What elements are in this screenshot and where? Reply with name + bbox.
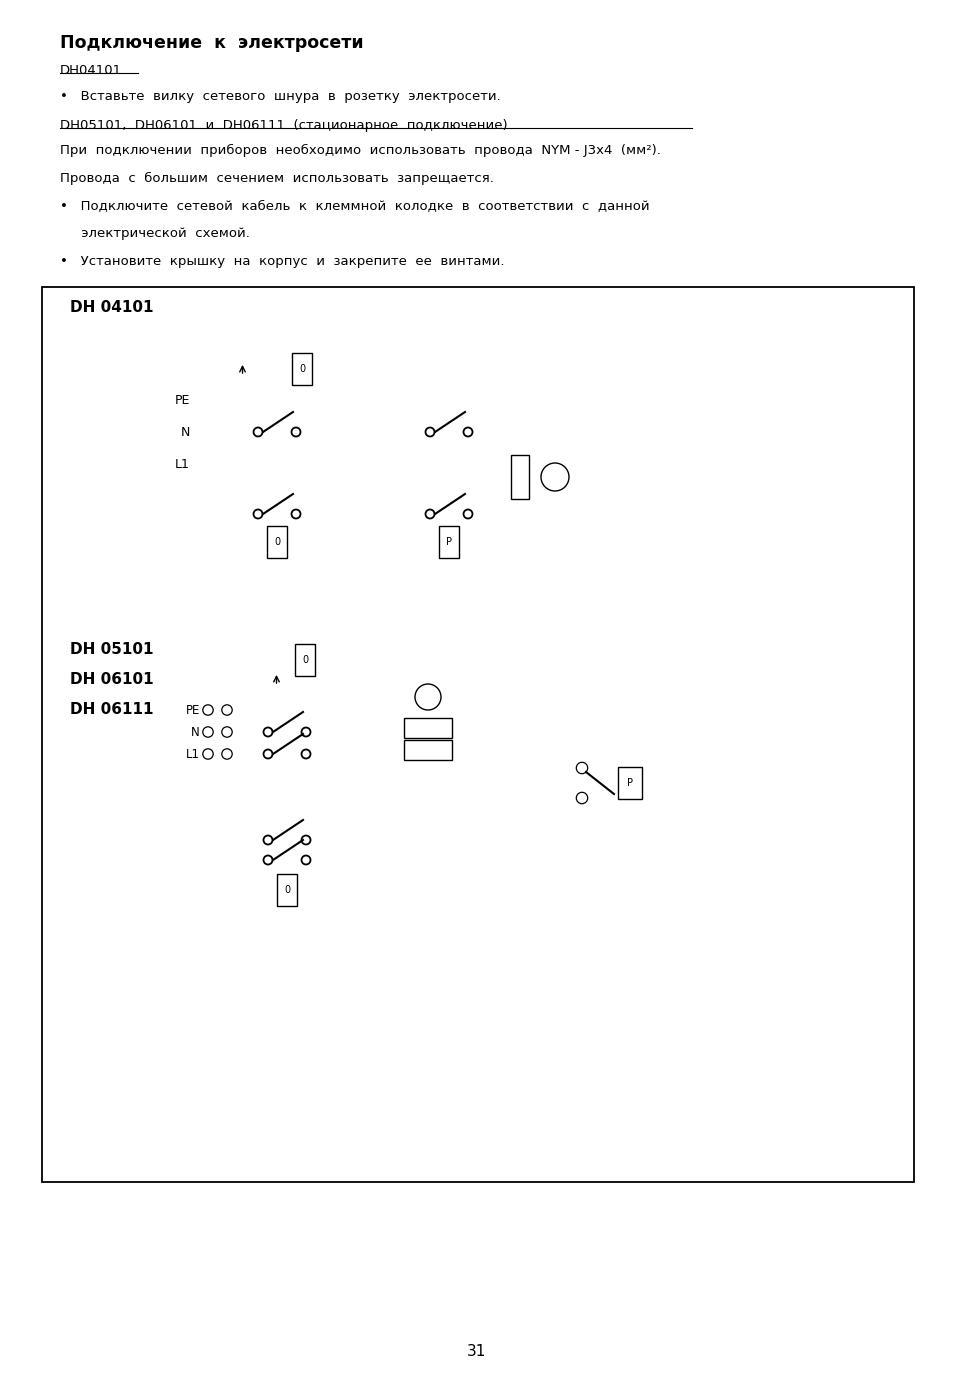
Text: 0: 0 [284, 884, 290, 896]
Circle shape [425, 510, 434, 518]
Circle shape [576, 792, 587, 804]
Text: При  подключении  приборов  необходимо  использовать  провода  NYM - J3x4  (мм²): При подключении приборов необходимо испо… [60, 144, 660, 158]
Text: PE: PE [174, 394, 190, 406]
Bar [403, 719, 452, 738]
Bar [294, 644, 314, 676]
Circle shape [463, 510, 472, 518]
Circle shape [292, 427, 300, 437]
Circle shape [301, 749, 310, 759]
Bar [292, 352, 312, 386]
Text: 31: 31 [467, 1345, 486, 1360]
Circle shape [253, 510, 262, 518]
Circle shape [425, 427, 434, 437]
Text: Провода  с  большим  сечением  использовать  запрещается.: Провода с большим сечением использовать … [60, 171, 494, 185]
Bar [618, 767, 641, 799]
Bar [276, 873, 296, 907]
Text: DH05101,  DH06101  и  DH06111  (стационарное  подключение): DH05101, DH06101 и DH06111 (стационарное… [60, 119, 507, 133]
Text: P: P [446, 538, 452, 547]
Text: 0: 0 [301, 655, 308, 665]
Text: N: N [191, 726, 200, 738]
Bar [438, 527, 458, 558]
Text: DH 06101: DH 06101 [70, 672, 153, 687]
Bar [267, 527, 287, 558]
Circle shape [576, 763, 587, 774]
Circle shape [540, 463, 568, 491]
Circle shape [203, 705, 213, 716]
Text: PE: PE [186, 703, 200, 716]
Text: L1: L1 [175, 457, 190, 470]
Text: Подключение  к  электросети: Подключение к электросети [60, 35, 363, 53]
Text: DH 06111: DH 06111 [70, 702, 153, 717]
Text: DH04101: DH04101 [60, 64, 122, 77]
Circle shape [301, 727, 310, 737]
Circle shape [463, 427, 472, 437]
Circle shape [301, 836, 310, 844]
Circle shape [263, 836, 273, 844]
Circle shape [415, 684, 440, 710]
Circle shape [263, 855, 273, 865]
Bar [42, 287, 913, 1182]
Circle shape [253, 427, 262, 437]
Circle shape [292, 510, 300, 518]
Bar [403, 739, 452, 760]
Circle shape [263, 749, 273, 759]
Circle shape [263, 727, 273, 737]
Text: •   Подключите  сетевой  кабель  к  клеммной  колодке  в  соответствии  с  данно: • Подключите сетевой кабель к клеммной к… [60, 199, 649, 211]
Text: электрической  схемой.: электрической схемой. [60, 227, 250, 240]
Circle shape [203, 727, 213, 737]
Text: P: P [626, 778, 633, 788]
Circle shape [301, 855, 310, 865]
Circle shape [203, 749, 213, 759]
Text: DH 04101: DH 04101 [70, 300, 153, 315]
Text: DH 05101: DH 05101 [70, 643, 153, 656]
Circle shape [221, 749, 232, 759]
Bar [511, 455, 529, 499]
Text: •   Установите  крышку  на  корпус  и  закрепите  ее  винтами.: • Установите крышку на корпус и закрепит… [60, 256, 504, 268]
Text: N: N [180, 426, 190, 438]
Circle shape [221, 705, 232, 716]
Text: 0: 0 [298, 363, 305, 375]
Circle shape [221, 727, 232, 737]
Text: L1: L1 [186, 748, 200, 760]
Text: •   Вставьте  вилку  сетевого  шнура  в  розетку  электросети.: • Вставьте вилку сетевого шнура в розетк… [60, 90, 500, 104]
Text: 0: 0 [274, 538, 280, 547]
